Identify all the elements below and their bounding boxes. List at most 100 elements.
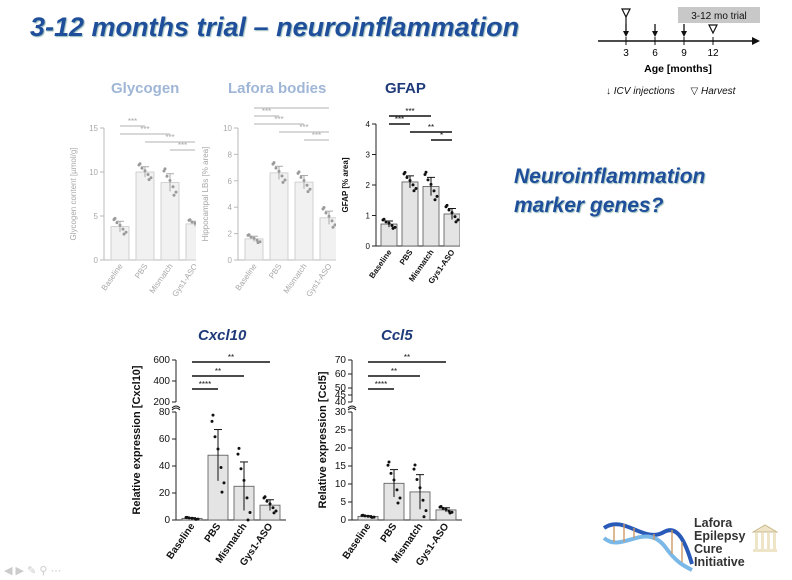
cxcl10-data-point <box>213 435 217 439</box>
glycogen-data-point <box>163 167 167 171</box>
cxcl10-data-point <box>216 447 220 451</box>
cxcl10-data-point <box>237 446 241 450</box>
ccl5-y-label: Relative expression [Ccl5] <box>317 371 329 508</box>
more-icon[interactable]: ⋯ <box>50 565 62 577</box>
lafora-data-point <box>302 179 306 183</box>
cxcl10-data-point <box>190 516 194 520</box>
ccl5-data-point <box>366 514 370 518</box>
logo-line4: Initiative <box>694 555 745 569</box>
glycogen-data-point <box>172 193 176 197</box>
glycogen-data-point <box>146 173 150 177</box>
glycogen-data-point <box>115 221 119 225</box>
gfap-data-point <box>424 170 428 174</box>
lafora-data-point <box>327 214 331 218</box>
gfap-data-point <box>391 226 395 230</box>
cxcl10-data-point <box>268 502 272 506</box>
glycogen-data-point <box>190 220 194 224</box>
gfap-data-point <box>403 170 407 174</box>
prev-slide-icon[interactable]: ◀ <box>4 565 13 577</box>
lafora-data-point <box>274 166 278 170</box>
harvest-legend-icon: ▽ <box>690 86 699 97</box>
ccl5-chart-title: Ccl5 <box>381 327 413 344</box>
ccl5-ytick-label: 0 <box>340 515 346 526</box>
cxcl10-data-point <box>263 495 267 499</box>
lafora-bar <box>294 181 314 261</box>
ccl5-ytick-label: 30 <box>335 407 347 418</box>
ccl5-ytick-label: 20 <box>335 443 347 454</box>
glycogen-significance-label: *** <box>128 117 137 126</box>
glycogen-data-point <box>147 178 151 182</box>
ccl5-significance-label: ** <box>391 367 397 376</box>
ccl5-data-point <box>439 505 443 509</box>
ccl5-data-point <box>424 509 428 513</box>
cxcl10-category-label: PBS <box>203 521 224 544</box>
lafora-chart-title: Lafora bodies <box>228 80 327 97</box>
ccl5-category-label: Baseline <box>341 521 374 561</box>
cxcl10-data-point <box>211 413 215 417</box>
zoom-icon[interactable]: ⚲ <box>39 565 48 577</box>
next-slide-icon[interactable]: ▶ <box>15 565 24 577</box>
ccl5-data-point <box>386 463 390 467</box>
pen-icon[interactable]: ✎ <box>27 565 37 577</box>
ccl5-data-point <box>398 496 402 500</box>
glycogen-significance-label: *** <box>165 133 174 142</box>
gfap-data-point <box>426 178 430 182</box>
ccl5-significance-label: ** <box>404 353 410 362</box>
timeline-tick-6: 6 <box>652 48 658 59</box>
glycogen-category-label: Baseline <box>100 262 125 293</box>
ccl5-upper-ytick-label: 50 <box>335 383 347 394</box>
cxcl10-significance-label: ** <box>228 353 234 362</box>
ccl5-upper-ytick-label: 40 <box>335 397 347 408</box>
ccl5-data-point <box>421 498 425 502</box>
lafora-data-point <box>305 183 309 187</box>
gfap-data-point <box>408 178 412 182</box>
leci-logo-text: Lafora Epilepsy Cure Initiative <box>694 517 745 569</box>
ccl5-data-point <box>422 515 426 519</box>
ccl5-data-point <box>361 513 365 517</box>
lafora-data-point <box>331 225 335 229</box>
glycogen-category-label: PBS <box>133 262 150 280</box>
ccl5-upper-ytick-label: 70 <box>335 355 347 366</box>
glycogen-ytick-label: 0 <box>94 256 99 265</box>
lafora-data-point <box>333 223 336 227</box>
glycogen-chart-title: Glycogen <box>111 80 180 97</box>
gfap-ytick-label: 4 <box>366 120 371 129</box>
gfap-ytick-label: 0 <box>366 242 371 251</box>
cxcl10-data-point <box>185 515 189 519</box>
gfap-significance-label: ** <box>428 123 434 132</box>
cxcl10-ytick-label: 60 <box>159 434 171 445</box>
timeline-diagram: 3-12 mo trial 3 6 9 12 Age [months] <box>598 7 760 75</box>
trial-label: 3-12 mo trial <box>691 11 747 22</box>
glycogen-bar <box>185 223 196 261</box>
ccl5-data-point <box>448 511 452 515</box>
lafora-data-point <box>249 235 253 239</box>
logo-line3: Cure <box>694 542 723 556</box>
glycogen-bar <box>160 182 180 261</box>
cxcl10-y-label: Relative expression [Cxcl10] <box>131 365 143 515</box>
injection-arrow-icons <box>623 24 687 37</box>
gfap-data-point <box>382 217 386 221</box>
cxcl10-axis-break <box>171 405 181 411</box>
cxcl10-ytick-label: 80 <box>159 407 171 418</box>
timeline-tick-12: 12 <box>707 48 719 59</box>
side-question-line2: marker genes? <box>514 194 664 217</box>
lafora-data-point <box>252 236 256 240</box>
gfap-data-point <box>447 208 451 212</box>
ccl5-data-point <box>370 515 374 519</box>
gfap-data-point <box>411 183 415 187</box>
glycogen-significance-label: *** <box>178 141 187 150</box>
glycogen-data-point <box>143 169 147 173</box>
glycogen-data-point <box>188 218 192 222</box>
gfap-data-point <box>445 203 449 207</box>
glycogen-y-label: Glycogen content [µmol/g] <box>69 147 78 240</box>
lafora-category-label: Gys1-ASO <box>304 262 333 298</box>
timeline-tick-9: 9 <box>681 48 687 59</box>
harvest-legend-label: Harvest <box>700 86 736 97</box>
glycogen-data-point <box>193 221 196 225</box>
temple-icon <box>752 524 778 552</box>
lafora-data-point <box>281 180 285 184</box>
gfap-data-point <box>454 220 458 224</box>
gfap-data-point <box>390 224 394 228</box>
side-question-line1: Neuroinflammation <box>514 165 706 188</box>
